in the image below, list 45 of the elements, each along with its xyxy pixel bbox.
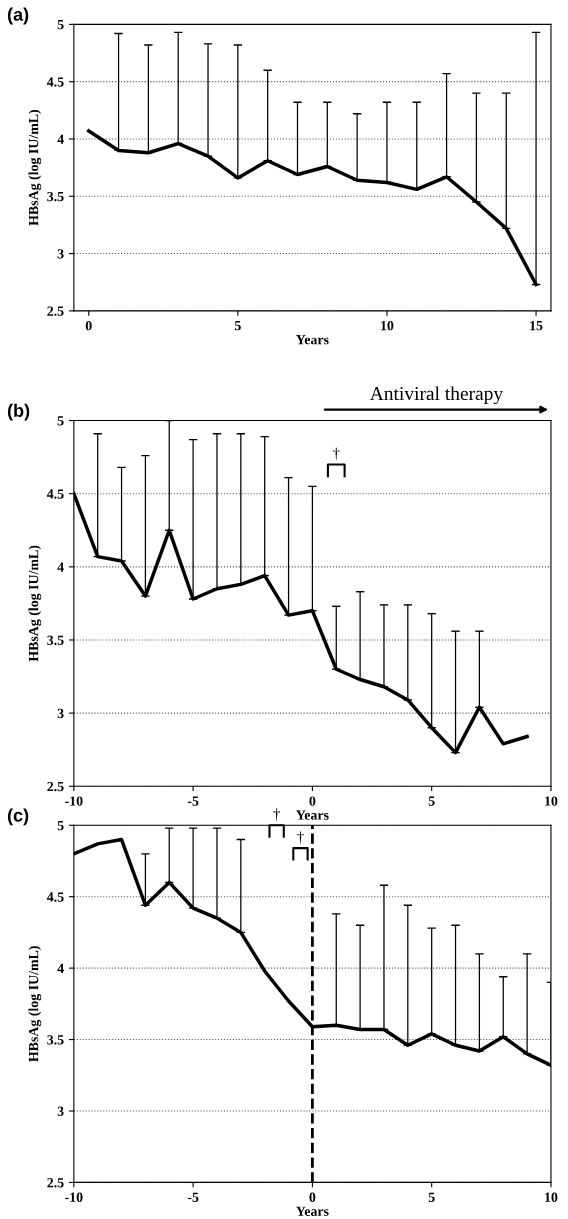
chart-title: (a): [7, 7, 29, 25]
y-axis-title: HBsAg (log IU/mL): [28, 545, 42, 662]
y-tick-label: 2.5: [47, 1178, 64, 1188]
y-tick-label: 4: [57, 562, 64, 572]
x-tick-label: 5: [428, 796, 435, 806]
y-tick-label: 3.5: [47, 635, 64, 645]
y-tick-label: 3.5: [47, 191, 64, 202]
y-tick-label: 5: [57, 820, 64, 831]
y-tick-label: 4.5: [46, 892, 64, 902]
text: †: [273, 808, 280, 821]
x-tick-label: -5: [187, 796, 199, 806]
y-tick-label: 3.5: [47, 1035, 64, 1045]
y-tick-label: 3: [57, 1106, 64, 1116]
chart-title: (b): [7, 403, 30, 421]
y-axis-title: HBsAg (log IU/mL): [28, 946, 42, 1062]
y-tick-label: 3: [57, 708, 64, 719]
x-tick-label: -5: [187, 1192, 199, 1202]
text: Antiviral therapy: [369, 386, 504, 405]
x-axis-title: Years: [296, 810, 329, 820]
x-tick-label: 15: [530, 321, 543, 331]
chart-title: (c): [7, 808, 29, 826]
y-tick-label: 4: [57, 963, 64, 973]
y-tick-label: 2.5: [47, 781, 64, 792]
y-tick-label: 5: [57, 20, 64, 30]
x-tick-label: 10: [545, 796, 558, 806]
x-tick-label: -10: [65, 796, 83, 806]
y-tick-label: 5: [57, 416, 64, 426]
x-axis-title: Years: [296, 1206, 329, 1216]
x-tick-label: 0: [309, 796, 316, 806]
x-tick-label: 10: [381, 320, 394, 331]
annotation: †: [297, 831, 304, 844]
y-tick-label: 3: [57, 249, 64, 259]
y-tick-label: 4.5: [46, 77, 64, 87]
x-tick-label: 10: [545, 1192, 558, 1202]
x-tick-label: 0: [85, 320, 92, 331]
y-tick-label: 2.5: [47, 306, 64, 316]
y-axis-title: HBsAg (log IU/mL): [28, 109, 42, 226]
annotation: †: [332, 447, 340, 461]
x-tick-label: -10: [65, 1192, 83, 1202]
x-tick-label: 5: [428, 1192, 435, 1202]
x-axis-title: Years: [296, 335, 329, 345]
y-tick-label: 4: [57, 134, 64, 144]
x-tick-label: 5: [234, 321, 241, 331]
y-tick-label: 4.5: [46, 489, 64, 499]
x-tick-label: 0: [309, 1192, 316, 1202]
